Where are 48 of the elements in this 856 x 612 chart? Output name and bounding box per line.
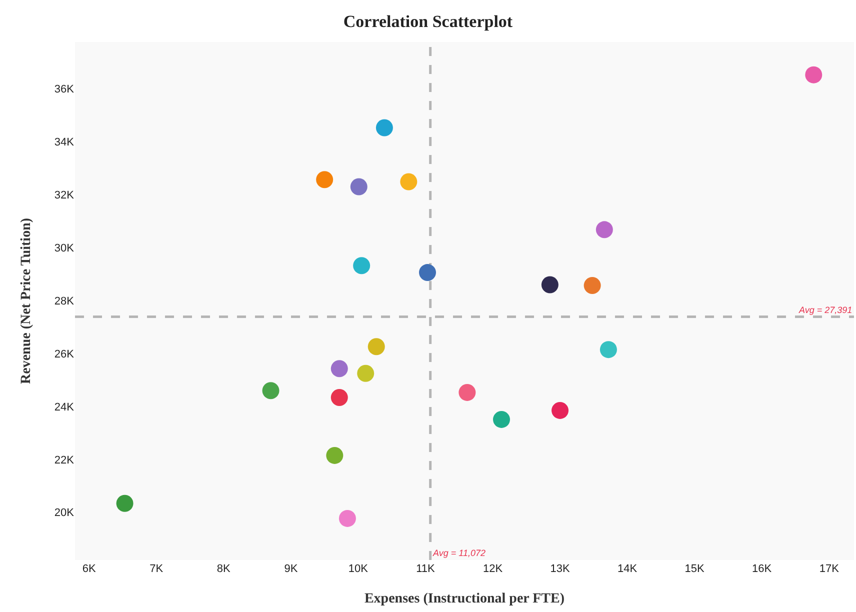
point <box>805 66 822 84</box>
x-tick-label: 9K <box>284 563 298 575</box>
x-tick-label: 16K <box>752 563 772 575</box>
y-axis-title: Revenue (Net Price Tuition) <box>19 218 34 384</box>
point <box>584 277 601 294</box>
y-tick-label: 32K <box>54 190 75 202</box>
point <box>368 338 385 356</box>
y-tick-label: 36K <box>54 84 75 96</box>
point <box>458 384 476 401</box>
point <box>596 221 613 238</box>
point <box>338 510 356 527</box>
x-tick-label: 11K <box>416 563 436 575</box>
point <box>419 264 436 282</box>
x-tick-label: 7K <box>150 563 164 575</box>
ref-line-label: Avg = 27,391 <box>798 305 852 315</box>
point <box>493 410 510 428</box>
x-tick-label: 15K <box>684 563 706 575</box>
point <box>600 341 617 358</box>
point <box>330 388 348 406</box>
x-tick-label: 10K <box>348 563 369 575</box>
point <box>326 446 344 464</box>
point <box>262 382 280 400</box>
x-tick-label: 17K <box>819 563 840 575</box>
y-tick-label: 30K <box>54 242 75 255</box>
y-tick-label: 28K <box>54 295 75 308</box>
point <box>116 494 134 512</box>
y-tick-label: 20K <box>54 507 75 520</box>
y-tick-label: 34K <box>54 136 75 149</box>
y-tick-label: 24K <box>54 401 75 414</box>
x-tick-label: 13K <box>550 563 570 575</box>
x-tick-label: 14K <box>618 563 638 575</box>
point <box>350 178 368 196</box>
point <box>552 402 569 419</box>
point <box>541 276 558 294</box>
point <box>357 364 374 382</box>
x-tick-label: 8K <box>216 563 232 575</box>
point <box>330 360 348 378</box>
x-tick-label: 12K <box>482 563 504 575</box>
x-tick-label: 6K <box>82 563 97 575</box>
point <box>316 171 334 188</box>
point <box>376 119 393 136</box>
x-axis-title: Expenses (Instructional per FTE) <box>364 591 565 606</box>
y-tick-label: 26K <box>54 348 75 360</box>
chart-title: Correlation Scatterplot <box>343 12 513 32</box>
point <box>353 257 370 274</box>
point <box>400 173 418 190</box>
ref-line-label: Avg = 11,072 <box>432 548 486 558</box>
y-tick-label: 22K <box>54 454 75 466</box>
